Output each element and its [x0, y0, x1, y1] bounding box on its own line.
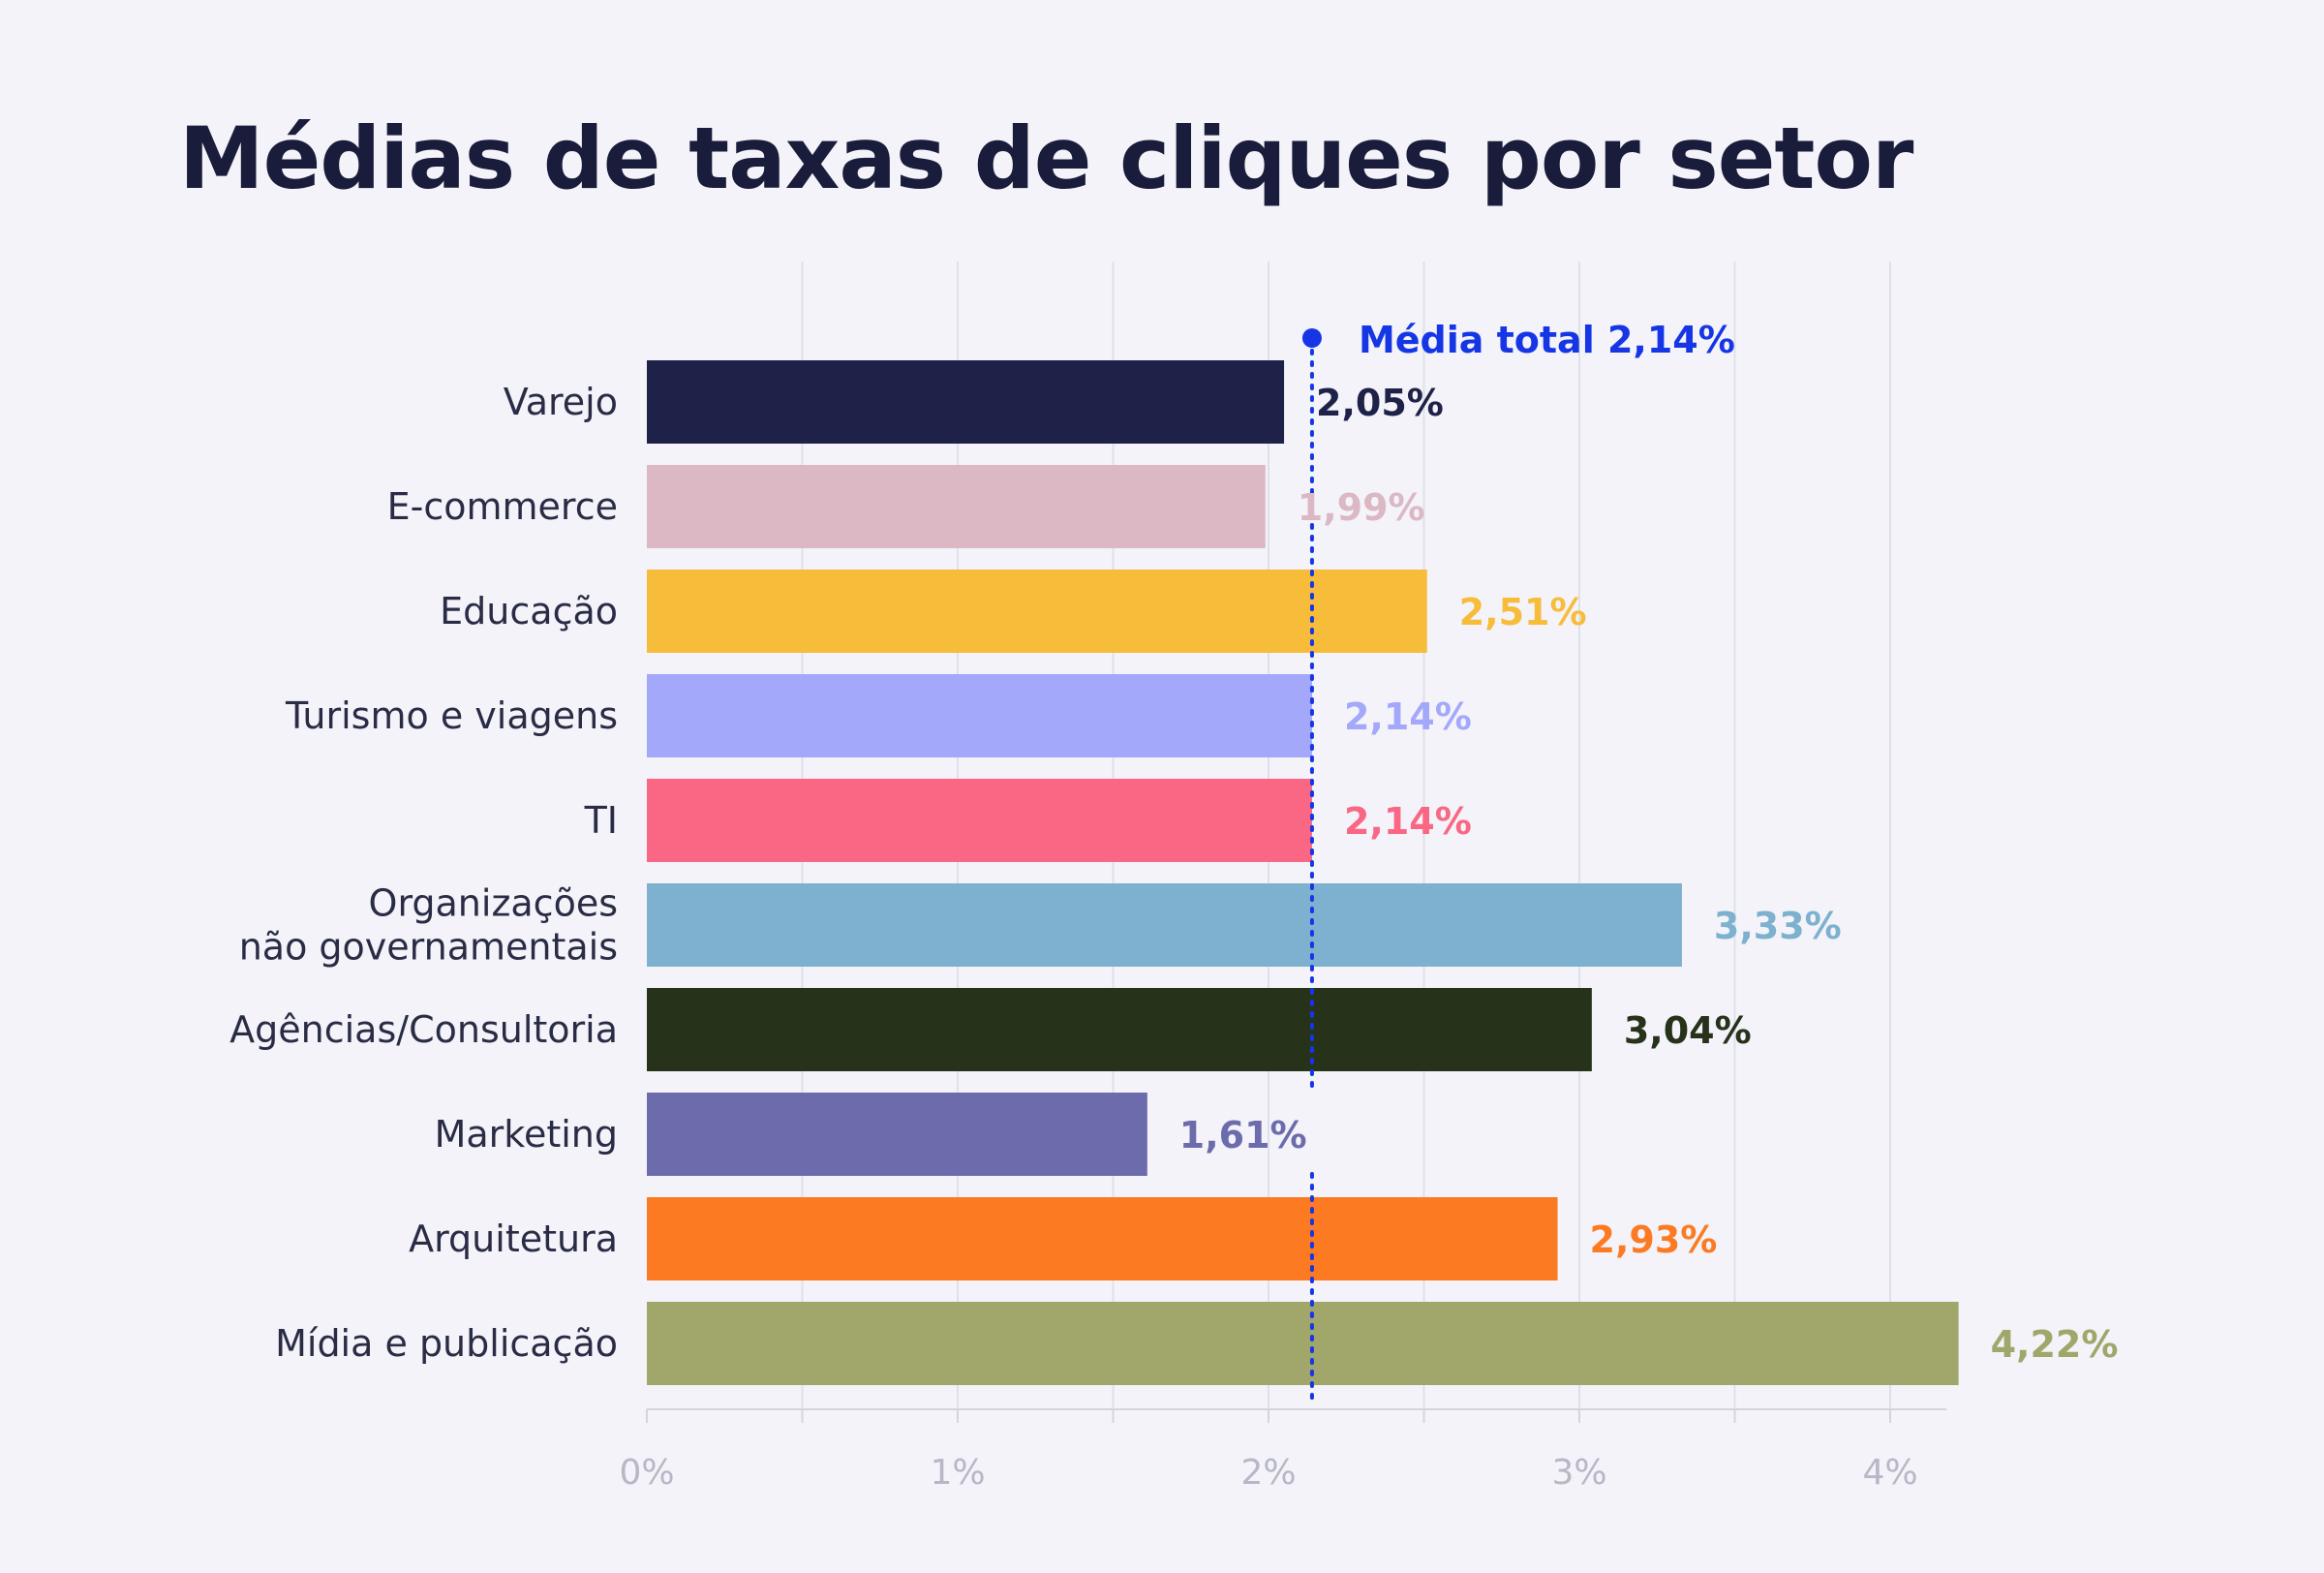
- value-label: 4,22%: [1991, 1323, 2119, 1366]
- value-label: 2,14%: [1344, 695, 1472, 738]
- value-label: 2,51%: [1459, 591, 1587, 633]
- bar: [647, 1302, 1959, 1385]
- bar: [647, 570, 1427, 653]
- value-label: 2,05%: [1316, 382, 1444, 424]
- value-label: 2,14%: [1344, 800, 1472, 843]
- value-label: 3,33%: [1714, 905, 1842, 947]
- x-tick-label: 0%: [619, 1453, 674, 1493]
- x-tick-label: 3%: [1551, 1453, 1606, 1493]
- category-label: Turismo e viagens: [285, 694, 618, 737]
- x-tick-label: 2%: [1240, 1453, 1296, 1493]
- bar: [647, 988, 1592, 1071]
- value-label: 1,99%: [1298, 486, 1425, 529]
- bar: [647, 674, 1312, 757]
- value-label: 1,61%: [1179, 1114, 1307, 1157]
- value-label: 3,04%: [1624, 1009, 1752, 1052]
- category-label: não governamentais: [239, 926, 618, 969]
- average-marker: [1301, 328, 1322, 348]
- category-label: E-commerce: [387, 485, 618, 528]
- category-label: Mídia e publicação: [275, 1322, 618, 1365]
- category-label: TI: [584, 799, 618, 842]
- category-label: Agências/Consultoria: [229, 1008, 618, 1051]
- x-tick-label: 1%: [930, 1453, 985, 1493]
- bar: [647, 360, 1285, 444]
- category-label: Organizações: [369, 882, 618, 925]
- bar: [647, 1093, 1147, 1176]
- bar: [647, 1197, 1558, 1280]
- average-label: Média total 2,14%: [1359, 319, 1735, 361]
- category-label: Arquitetura: [409, 1218, 618, 1260]
- x-tick-label: 4%: [1862, 1453, 1917, 1493]
- bar: [647, 465, 1266, 548]
- category-label: Marketing: [435, 1113, 618, 1156]
- bar: [647, 779, 1312, 862]
- category-label: Educação: [440, 590, 618, 632]
- category-label: Varejo: [504, 381, 618, 423]
- value-label: 2,93%: [1590, 1218, 1718, 1261]
- bar: [647, 883, 1682, 967]
- chart-title: Médias de taxas de cliques por setor: [179, 108, 1913, 208]
